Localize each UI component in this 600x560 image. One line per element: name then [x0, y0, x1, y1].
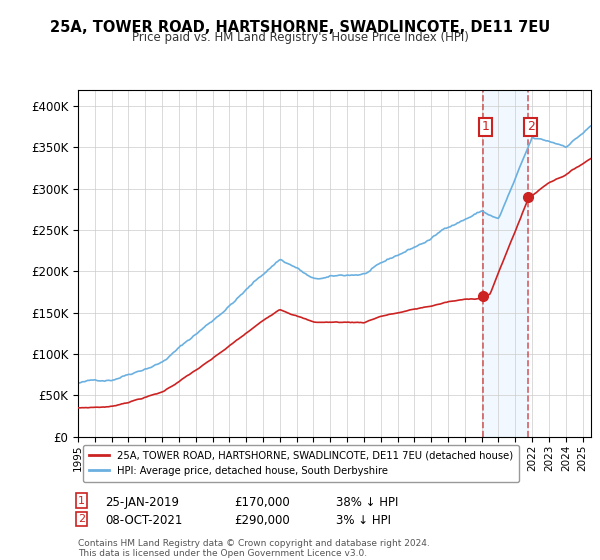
- Text: 2: 2: [527, 120, 535, 133]
- Text: £170,000: £170,000: [234, 496, 290, 508]
- Bar: [483, 90, 528, 437]
- Text: 1: 1: [481, 120, 490, 133]
- Text: 2: 2: [78, 514, 85, 524]
- Text: £290,000: £290,000: [234, 514, 290, 527]
- Text: Contains HM Land Registry data © Crown copyright and database right 2024.
This d: Contains HM Land Registry data © Crown c…: [78, 539, 430, 558]
- Text: 3% ↓ HPI: 3% ↓ HPI: [336, 514, 391, 527]
- Text: 38% ↓ HPI: 38% ↓ HPI: [336, 496, 398, 508]
- Legend: 25A, TOWER ROAD, HARTSHORNE, SWADLINCOTE, DE11 7EU (detached house), HPI: Averag: 25A, TOWER ROAD, HARTSHORNE, SWADLINCOTE…: [83, 445, 519, 482]
- Text: 08-OCT-2021: 08-OCT-2021: [105, 514, 182, 527]
- Text: 25A, TOWER ROAD, HARTSHORNE, SWADLINCOTE, DE11 7EU: 25A, TOWER ROAD, HARTSHORNE, SWADLINCOTE…: [50, 20, 550, 35]
- Text: 1: 1: [78, 496, 85, 506]
- Text: Price paid vs. HM Land Registry's House Price Index (HPI): Price paid vs. HM Land Registry's House …: [131, 31, 469, 44]
- Text: 25-JAN-2019: 25-JAN-2019: [105, 496, 179, 508]
